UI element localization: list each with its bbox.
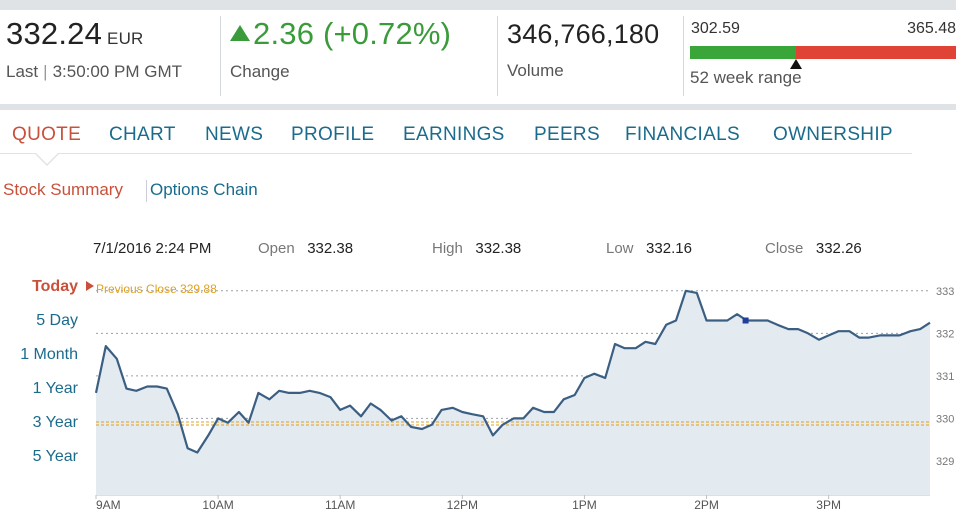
y-tick-label: 333: [936, 286, 954, 298]
tab-news[interactable]: NEWS: [205, 124, 264, 145]
volume-cell: 346,766,180 Volume: [507, 16, 677, 96]
x-tick-label: 10AM: [202, 498, 233, 511]
subnav-stock-summary[interactable]: Stock Summary: [3, 180, 123, 199]
active-tab-caret-icon: [34, 152, 60, 166]
change-cell: 2.36 (+0.72%) Change: [230, 16, 490, 96]
hover-high: High 332.38: [432, 240, 522, 257]
tab-financials[interactable]: FINANCIALS: [625, 124, 740, 145]
x-tick-label: 3PM: [816, 498, 841, 511]
tab-chart[interactable]: CHART: [109, 124, 176, 145]
change-label: Change: [230, 62, 290, 81]
selected-point-marker: [742, 317, 749, 324]
x-tick-label: 11AM: [325, 498, 355, 511]
active-range-arrow-icon: [86, 281, 94, 291]
header-divider: [220, 16, 221, 96]
tab-ownership[interactable]: OWNERSHIP: [773, 124, 893, 145]
header-separator: [0, 104, 956, 110]
current-price-marker-icon: [790, 59, 802, 69]
last-price: 332.24 EUR: [6, 16, 144, 51]
volume-label: Volume: [507, 61, 564, 80]
range-5-day[interactable]: 5 Day: [36, 312, 78, 329]
y-axis: 333 332 331 330 329: [936, 286, 954, 468]
last-trade-time: Last | 3:50:00 PM GMT: [6, 62, 182, 81]
hover-datetime: 7/1/2016 2:24 PM: [93, 240, 212, 257]
volume-value: 346,766,180: [507, 19, 660, 49]
range-1-month[interactable]: 1 Month: [20, 346, 78, 363]
subnav-divider: [146, 180, 147, 202]
tab-quote[interactable]: QUOTE: [12, 124, 82, 145]
hover-open: Open 332.38: [258, 240, 354, 257]
x-tick-label: 12PM: [447, 498, 478, 511]
quote-nav: QUOTE CHART NEWS PROFILE EARNINGS PEERS …: [0, 110, 912, 154]
hover-close: Close 332.26: [765, 240, 862, 257]
tab-profile[interactable]: PROFILE: [291, 124, 375, 145]
up-arrow-icon: [230, 25, 250, 41]
y-tick-label: 331: [936, 371, 954, 383]
y-tick-label: 332: [936, 328, 954, 340]
subnav-options-chain[interactable]: Options Chain: [150, 180, 258, 199]
price-series-line: [94, 289, 931, 454]
header-divider: [497, 16, 498, 96]
price-cell: 332.24 EUR Last | 3:50:00 PM GMT: [6, 16, 216, 96]
x-axis: 9AM 10AM 11AM 12PM 1PM 2PM 3PM: [95, 495, 841, 511]
range-bar-high: [796, 46, 956, 59]
range-today[interactable]: Today: [32, 278, 78, 295]
range-low: 302.59: [691, 20, 740, 37]
range-1-year[interactable]: 1 Year: [32, 380, 78, 397]
range-3-year[interactable]: 3 Year: [32, 414, 78, 431]
previous-close-label: Previous Close 329.88: [96, 282, 217, 296]
tab-peers[interactable]: PEERS: [534, 124, 600, 145]
x-tick-label: 1PM: [572, 498, 597, 511]
y-tick-label: 329: [936, 456, 954, 468]
top-border: [0, 0, 956, 10]
y-tick-label: 330: [936, 413, 954, 425]
range-bar-low: [690, 46, 796, 59]
price-chart[interactable]: 333 332 331 330 329 9AM 10AM 11AM 12PM 1PM 2PM 3PM: [0, 270, 956, 511]
tab-earnings[interactable]: EARNINGS: [403, 124, 505, 145]
price-area-fill: [96, 290, 930, 495]
hover-low: Low 332.16: [606, 240, 692, 257]
change-value: 2.36 (+0.72%): [230, 16, 490, 52]
x-tick-label: 9AM: [96, 498, 121, 511]
header-divider: [683, 16, 684, 96]
quote-header: 332.24 EUR Last | 3:50:00 PM GMT 2.36 (+0.7…: [0, 10, 956, 106]
range-label: 52 week range: [690, 68, 802, 87]
range-5-year[interactable]: 5 Year: [32, 448, 78, 465]
range-cell: 302.59 365.48 52 week range: [690, 16, 956, 96]
x-tick-label: 2PM: [694, 498, 719, 511]
range-high: 365.48: [907, 20, 956, 37]
currency: EUR: [107, 29, 144, 48]
